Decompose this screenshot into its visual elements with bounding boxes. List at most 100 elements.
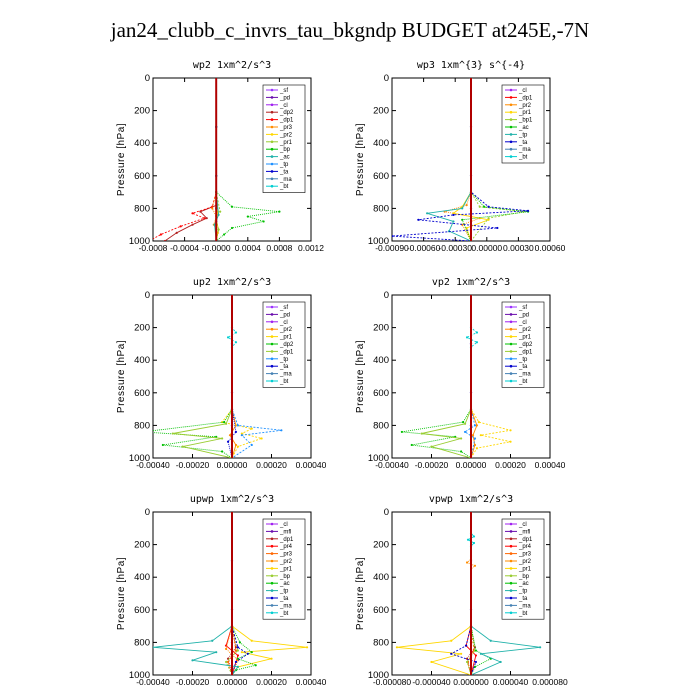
legend-marker xyxy=(509,596,513,600)
legend-label: _pr3 xyxy=(279,552,293,558)
panel-title: vpwp 1xm^2/s^3 xyxy=(429,494,513,505)
series-point xyxy=(236,646,240,649)
x-tick-label: -0.0008 xyxy=(139,243,168,253)
legend-label: _pr2 xyxy=(279,132,293,138)
y-tick-label: 800 xyxy=(373,420,389,431)
legend-label: _pr4 xyxy=(279,544,293,550)
legend-marker xyxy=(270,604,274,607)
series-point xyxy=(466,538,470,541)
legend-marker xyxy=(509,611,513,615)
series-point xyxy=(163,239,166,241)
legend-label: _cl xyxy=(518,320,527,326)
series-point xyxy=(420,432,423,435)
series-point xyxy=(395,646,399,649)
series-point xyxy=(221,437,224,440)
legend-label: _bp xyxy=(279,574,291,580)
series-point xyxy=(236,657,240,660)
series-point xyxy=(236,424,240,427)
series-point xyxy=(509,440,512,443)
series-point xyxy=(475,424,479,427)
x-tick-label: 0.00060 xyxy=(535,243,566,253)
legend-label: _tp xyxy=(279,162,289,168)
legend-box xyxy=(262,518,306,620)
series-point xyxy=(305,646,309,649)
chart-panel-6: vpwp 1xm^2/s^3 0 200 400 600 800 1000-0.000080… xyxy=(355,494,568,687)
legend-marker xyxy=(270,357,274,361)
y-tick-label: 400 xyxy=(373,572,389,583)
series-point xyxy=(224,660,228,664)
series-point xyxy=(236,665,240,668)
legend-label: _pr2 xyxy=(279,559,293,565)
legend-marker xyxy=(509,372,513,375)
chart-panel-3: up2 1xm^2/s^3 0 200 400 600 800 1000-0.00040 -0… xyxy=(116,277,327,470)
y-axis-label: Pressure [hPa] xyxy=(116,123,127,196)
legend-marker xyxy=(270,177,274,181)
legend-label: _ta xyxy=(518,364,528,370)
series-point xyxy=(191,223,194,226)
x-tick-label: 0.00000 xyxy=(217,677,248,687)
series-point xyxy=(175,231,178,234)
series-point xyxy=(280,429,283,432)
series-point xyxy=(240,434,243,437)
legend-marker xyxy=(509,147,513,151)
legend-marker xyxy=(270,110,274,114)
series-point xyxy=(463,422,467,425)
page-title: jan24_clubb_c_invrs_tau_bkgndp BUDGET at… xyxy=(110,18,590,42)
legend-label: _pr2 xyxy=(518,103,532,109)
series-point xyxy=(465,226,468,230)
series-point xyxy=(234,646,238,649)
x-tick-label: 0.00020 xyxy=(256,677,287,687)
y-tick-label: 200 xyxy=(373,540,389,551)
legend: _cl_mfl_dp1_pr4_pr3_pr2_pr1_bp_ac_tp_ta_… xyxy=(501,518,545,620)
y-tick-label: 1000 xyxy=(129,670,150,681)
series-point xyxy=(246,215,249,218)
x-tick-label: -0.00040 xyxy=(375,460,409,470)
panel-title: up2 1xm^2/s^3 xyxy=(193,277,271,288)
y-tick-label: 800 xyxy=(373,637,389,648)
series-point xyxy=(250,443,253,447)
series-point xyxy=(236,654,240,657)
series-point xyxy=(417,218,420,221)
series-point xyxy=(473,437,477,440)
x-tick-label: 0.00000 xyxy=(471,243,502,253)
x-tick-label: -0.000040 xyxy=(412,677,451,687)
series-point xyxy=(250,651,253,654)
series-point xyxy=(278,210,281,213)
y-tick-label: 400 xyxy=(373,138,389,149)
x-tick-label: -0.0004 xyxy=(170,243,199,253)
series-point xyxy=(526,209,530,212)
y-axis-label: Pressure [hPa] xyxy=(116,557,127,630)
chart-panel-5: upwp 1xm^2/s^3 0 200 400 600 800 1000-0.00040-… xyxy=(116,494,327,687)
legend-marker xyxy=(509,544,513,548)
legend-label: _mfl xyxy=(518,529,530,535)
legend-label: _pd xyxy=(518,312,529,318)
legend-label: _bt xyxy=(279,184,289,190)
x-tick-label: 0.000040 xyxy=(493,677,529,687)
legend-label: _bt xyxy=(279,379,289,385)
y-tick-label: 600 xyxy=(134,388,150,399)
legend-marker xyxy=(509,552,513,555)
series-point xyxy=(460,652,463,655)
legend-marker xyxy=(509,335,513,338)
series-point xyxy=(464,644,468,647)
x-tick-label: -0.0000 xyxy=(202,243,231,253)
x-tick-label: -0.00020 xyxy=(176,460,210,470)
y-tick-label: 400 xyxy=(134,572,150,583)
legend-label: _ac xyxy=(279,581,290,587)
series-point xyxy=(217,228,220,231)
series-point xyxy=(479,652,482,655)
legend-label: _dp1 xyxy=(518,95,533,101)
x-tick-label: 0.000080 xyxy=(532,677,568,687)
series-point xyxy=(465,561,469,564)
series-point xyxy=(473,443,477,447)
legend-label: _pr2 xyxy=(279,327,293,333)
legend-label: _ta xyxy=(279,169,289,175)
legend-marker xyxy=(270,162,274,166)
legend-label: _ma xyxy=(279,177,292,183)
legend-marker xyxy=(270,350,274,353)
series-point xyxy=(472,535,476,538)
y-axis-label: Pressure [hPa] xyxy=(116,340,127,413)
legend-label: _dp1 xyxy=(279,118,294,124)
legend-label: _cl xyxy=(279,522,288,528)
